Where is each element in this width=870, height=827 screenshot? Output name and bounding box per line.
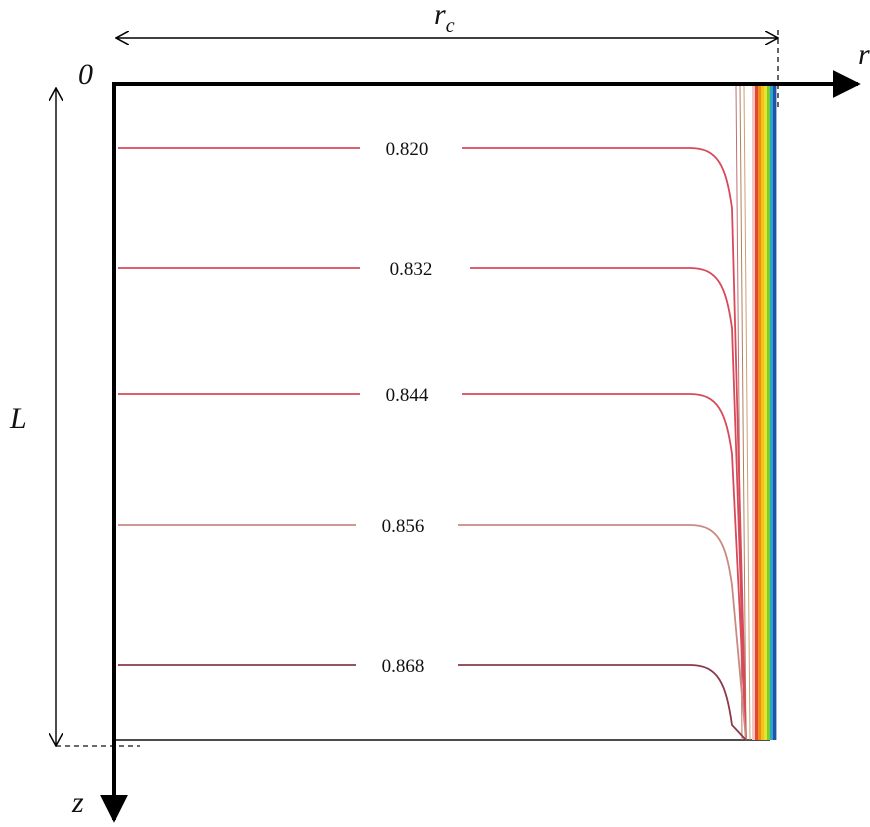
length-label: L [9,402,27,435]
wall-band-stripe [755,86,759,740]
contour-value-label: 0.856 [382,516,425,537]
contour-line-right [462,393,747,741]
wall-band-stripe [761,86,765,740]
near-wall-contour [739,85,747,741]
radius-label-subscript: c [446,15,455,37]
z-axis-label: z [71,786,84,819]
contour-value-label: 0.820 [386,139,429,160]
wall-band-stripe [767,86,771,740]
wall-band-stripe [770,86,774,740]
radius-label-main: r [434,0,446,31]
near-wall-contour [743,85,751,741]
contour-value-label: 0.844 [386,385,429,406]
wall-color-band [735,85,777,741]
contour-value-label: 0.832 [390,259,433,280]
contour-value-label: 0.868 [382,656,425,677]
contour-line-right [458,664,747,741]
wall-band-stripe [752,86,756,740]
r-axis-label: r [858,38,870,71]
contour-line-right [462,147,747,741]
radius-label: rc [434,0,455,37]
wall-band-stripe [758,86,762,740]
contour-line-right [470,267,747,741]
wall-band-stripe [764,86,768,740]
wall-band-stripe [773,86,777,740]
contour-lines: 0.820 0.832 0.844 0.856 0.868 [118,139,747,741]
origin-label: 0 [78,58,93,91]
contour-line-right [458,524,747,741]
